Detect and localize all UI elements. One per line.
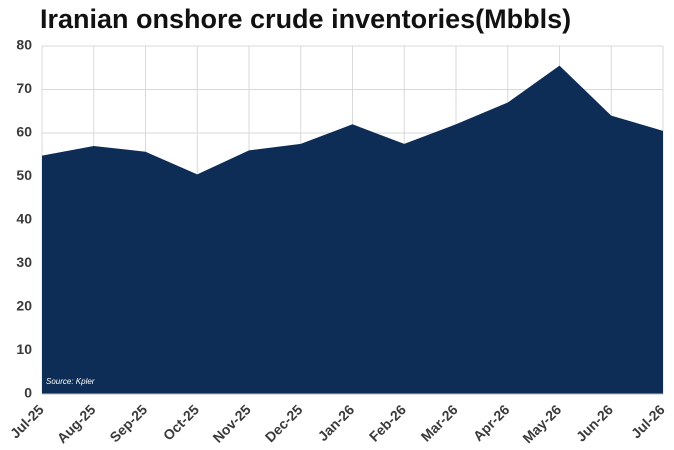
x-tick-label: Nov-25 <box>209 401 253 445</box>
y-tick-label: 50 <box>16 167 32 183</box>
x-tick-label: May-26 <box>519 401 564 446</box>
chart-title: Iranian onshore crude inventories(Mbbls) <box>40 4 571 34</box>
x-tick-label: Mar-26 <box>418 401 461 444</box>
y-tick-label: 0 <box>24 385 32 401</box>
x-tick-label: Jul-26 <box>628 401 668 441</box>
x-tick-label: Apr-26 <box>470 401 513 444</box>
x-tick-label: Jan-26 <box>315 401 358 444</box>
area <box>42 65 663 394</box>
x-tick-label: Aug-25 <box>54 401 99 446</box>
source-note: Source: Kpler <box>46 377 95 386</box>
x-tick-label: Feb-26 <box>366 401 409 444</box>
y-tick-label: 10 <box>16 341 32 357</box>
y-tick-label: 30 <box>16 254 32 270</box>
x-tick-label: Oct-25 <box>160 401 202 443</box>
y-tick-label: 70 <box>16 80 32 96</box>
x-tick-label: Dec-25 <box>262 401 306 445</box>
x-tick-label: Jun-26 <box>573 401 616 444</box>
y-tick-label: 40 <box>16 211 32 227</box>
y-tick-label: 20 <box>16 298 32 314</box>
x-tick-label: Jul-25 <box>7 401 47 441</box>
y-tick-label: 60 <box>16 124 32 140</box>
x-tick-label: Sep-25 <box>106 401 150 445</box>
y-tick-label: 80 <box>16 37 32 53</box>
